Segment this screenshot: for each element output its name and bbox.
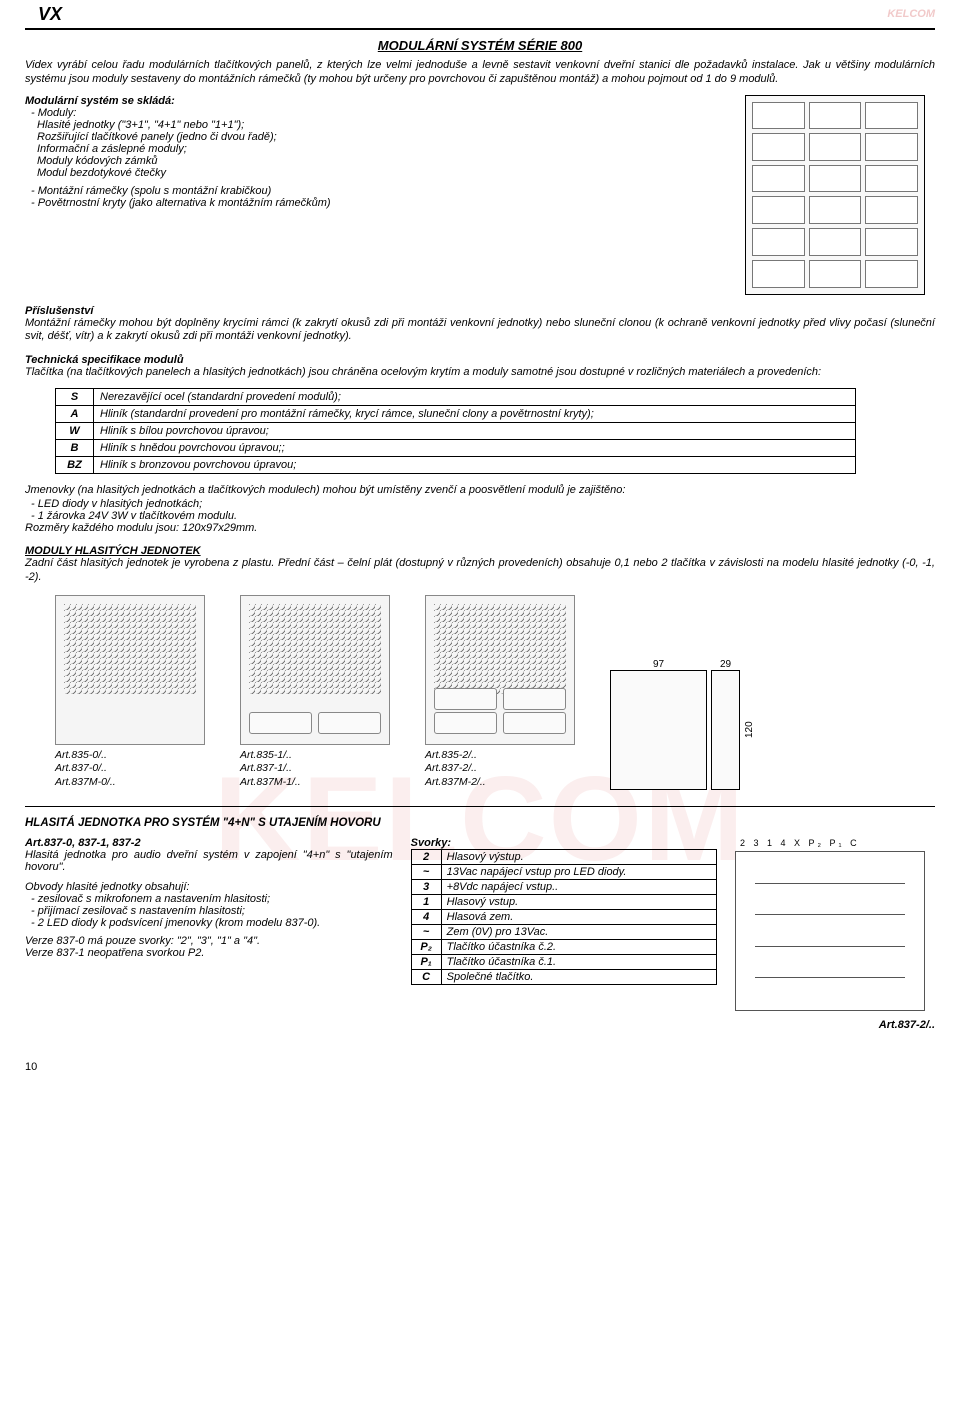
art-label: Art.835-2/..	[425, 749, 580, 763]
version-note: Verze 837-1 neopatřena svorkou P2.	[25, 947, 393, 959]
table-row: BZHliník s bronzovou povrchovou úpravou;	[56, 456, 856, 473]
table-row: AHliník (standardní provedení pro montáž…	[56, 405, 856, 422]
terminals-table: 2Hlasový výstup.~13Vac napájecí vstup pr…	[411, 849, 717, 985]
materials-table: SNerezavějící ocel (standardní provedení…	[55, 388, 856, 474]
table-row: BHliník s hnědou povrchovou úpravou;;	[56, 439, 856, 456]
list-item: Montážní rámečky (spolu s montážní krabi…	[31, 185, 715, 197]
schematic-caption: Art.837-2/..	[735, 1019, 935, 1031]
loud-modules-text: Zadní část hlasitých jednotek je vyroben…	[25, 557, 935, 585]
panel-illustration	[745, 95, 925, 295]
schematic-figure	[735, 851, 925, 1011]
unit4n-heading: HLASITÁ JEDNOTKA PRO SYSTÉM "4+N" S UTAJ…	[25, 817, 935, 829]
list-item: 2 LED diody k podsvícení jmenovky (krom …	[31, 917, 393, 929]
techspec-heading: Technická specifikace modulů	[25, 354, 935, 366]
list-item: Povětrnostní kryty (jako alternativa k m…	[31, 197, 715, 209]
page-header: VX KELCOM	[25, 0, 935, 30]
techspec-text: Tlačítka (na tlačítkových panelech a hla…	[25, 366, 935, 380]
module-figure-0	[55, 595, 205, 745]
unit4n-desc: Hlasitá jednotka pro audio dveřní systém…	[25, 849, 393, 873]
loud-modules-heading: MODULY HLASITÝCH JEDNOTEK	[25, 545, 935, 557]
list-item: Rozšiřující tlačítkové panely (jedno či …	[37, 131, 715, 143]
list-item: Informační a záslepné moduly;	[37, 143, 715, 155]
list-item: Modul bezdotykové čtečky	[37, 167, 715, 179]
module-figure-2	[425, 595, 575, 745]
model-heading: Art.837-0, 837-1, 837-2	[25, 837, 393, 849]
module-figure-1	[240, 595, 390, 745]
table-row: CSpolečné tlačítko.	[411, 969, 716, 984]
art-label: Art.835-1/..	[240, 749, 395, 763]
list-item: Moduly:	[31, 107, 715, 119]
art-label: Art.837M-1/..	[240, 776, 395, 790]
components-heading: Modulární systém se skládá:	[25, 95, 715, 107]
list-item: LED diody v hlasitých jednotkách;	[31, 498, 935, 510]
table-row: WHliník s bílou povrchovou úpravou;	[56, 422, 856, 439]
table-row: ~13Vac napájecí vstup pro LED diody.	[411, 864, 716, 879]
nameplates-dims: Rozměry každého modulu jsou: 120x97x29mm…	[25, 522, 935, 536]
art-label: Art.837-1/..	[240, 762, 395, 776]
list-item: přijímací zesilovač s nastavením hlasito…	[31, 905, 393, 917]
version-note: Verze 837-0 má pouze svorky: "2", "3", "…	[25, 935, 393, 947]
nameplates-intro: Jmenovky (na hlasitých jednotkách a tlač…	[25, 484, 935, 498]
page-title: MODULÁRNÍ SYSTÉM SÉRIE 800	[25, 38, 935, 53]
table-row: 4Hlasová zem.	[411, 909, 716, 924]
table-row: 3+8Vdc napájecí vstup..	[411, 879, 716, 894]
art-label: Art.837M-0/..	[55, 776, 210, 790]
art-label: Art.837-2/..	[425, 762, 580, 776]
components-text: Modulární systém se skládá: Moduly: Hlas…	[25, 95, 715, 295]
list-item: zesilovač s mikrofonem a nastavením hlas…	[31, 893, 393, 905]
table-row: 2Hlasový výstup.	[411, 849, 716, 864]
videx-logo: VX	[25, 1, 75, 27]
list-item: Hlasité jednotky ("3+1", "4+1" nebo "1+1…	[37, 119, 715, 131]
separator	[25, 806, 935, 807]
table-row: SNerezavějící ocel (standardní provedení…	[56, 388, 856, 405]
table-row: P₁Tlačítko účastníka č.1.	[411, 954, 716, 969]
table-row: P₂Tlačítko účastníka č.2.	[411, 939, 716, 954]
intro-paragraph: Videx vyrábí celou řadu modulárních tlač…	[25, 59, 935, 87]
accessories-heading: Příslušenství	[25, 305, 935, 317]
accessories-text: Montážní rámečky mohou být doplněny kryc…	[25, 317, 935, 345]
art-label: Art.837M-2/..	[425, 776, 580, 790]
page-number: 10	[25, 1061, 935, 1073]
table-row: ~Zem (0V) pro 13Vac.	[411, 924, 716, 939]
list-item: Moduly kódových zámků	[37, 155, 715, 167]
list-item: 1 žárovka 24V 3W v tlačítkovém modulu.	[31, 510, 935, 522]
art-label: Art.835-0/..	[55, 749, 210, 763]
module-figures-row: Art.835-0/.. Art.837-0/.. Art.837M-0/.. …	[55, 595, 935, 790]
art-label: Art.837-0/..	[55, 762, 210, 776]
circuits-heading: Obvody hlasité jednotky obsahují:	[25, 881, 393, 893]
terminals-heading: Svorky:	[411, 837, 717, 849]
dimension-figure: 97 29 120	[610, 595, 755, 790]
kelcom-badge: KELCOM	[887, 8, 935, 20]
table-row: 1Hlasový vstup.	[411, 894, 716, 909]
